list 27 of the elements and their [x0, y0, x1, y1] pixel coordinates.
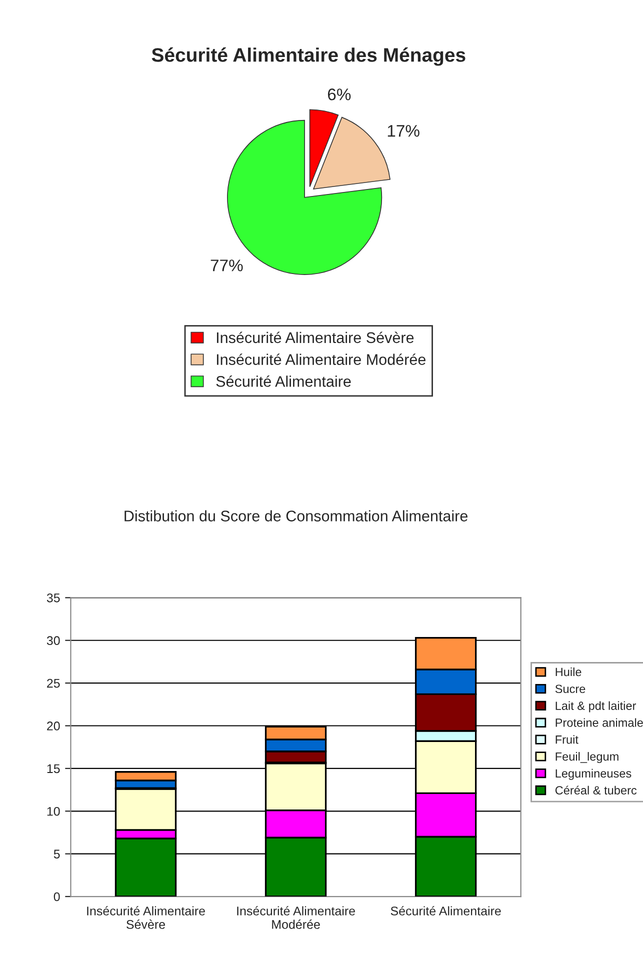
- legend-label: Feuil_legum: [556, 752, 618, 764]
- data-label: 77%: [210, 260, 243, 272]
- legend-label: Insécurité Alimentaire Modérée: [216, 354, 426, 365]
- x-tick-label: Insécurité Alimentaire Modérée: [237, 906, 355, 929]
- y-tick-label: 20: [47, 722, 60, 730]
- y-tick-label: 35: [46, 593, 60, 602]
- y-tick-label: 0: [54, 892, 60, 902]
- y-tick-label: 25: [47, 678, 60, 688]
- data-label: 17%: [388, 125, 420, 137]
- x-tick-label: Insécurité Alimentaire Sévère: [87, 906, 205, 929]
- y-tick-label: 15: [47, 764, 60, 774]
- legend-label: Fruit: [556, 735, 578, 744]
- legend-label: Céréal & tuberc: [555, 786, 637, 795]
- legend-label: Huile: [556, 667, 582, 676]
- chart-title: Distibution du Score de Consommation Alimentaire: [124, 510, 468, 522]
- legend-label: Proteine animale: [556, 718, 643, 727]
- y-tick-label: 5: [54, 850, 60, 858]
- x-tick-label: Sécurité Alimentaire: [390, 906, 501, 916]
- y-tick-label: 10: [47, 806, 60, 816]
- legend-label: Insécurité Alimentaire Sévère: [216, 332, 414, 344]
- legend-label: Lait & pdt laitier: [556, 701, 636, 712]
- chart-title: Sécurité Alimentaire des Ménages: [152, 47, 466, 66]
- y-tick-label: 30: [46, 636, 60, 646]
- legend-label: Sécurité Alimentaire: [216, 375, 351, 387]
- data-label: 6%: [328, 88, 351, 100]
- legend-label: Sucre: [555, 684, 586, 694]
- legend-label: Legumineuses: [556, 768, 632, 780]
